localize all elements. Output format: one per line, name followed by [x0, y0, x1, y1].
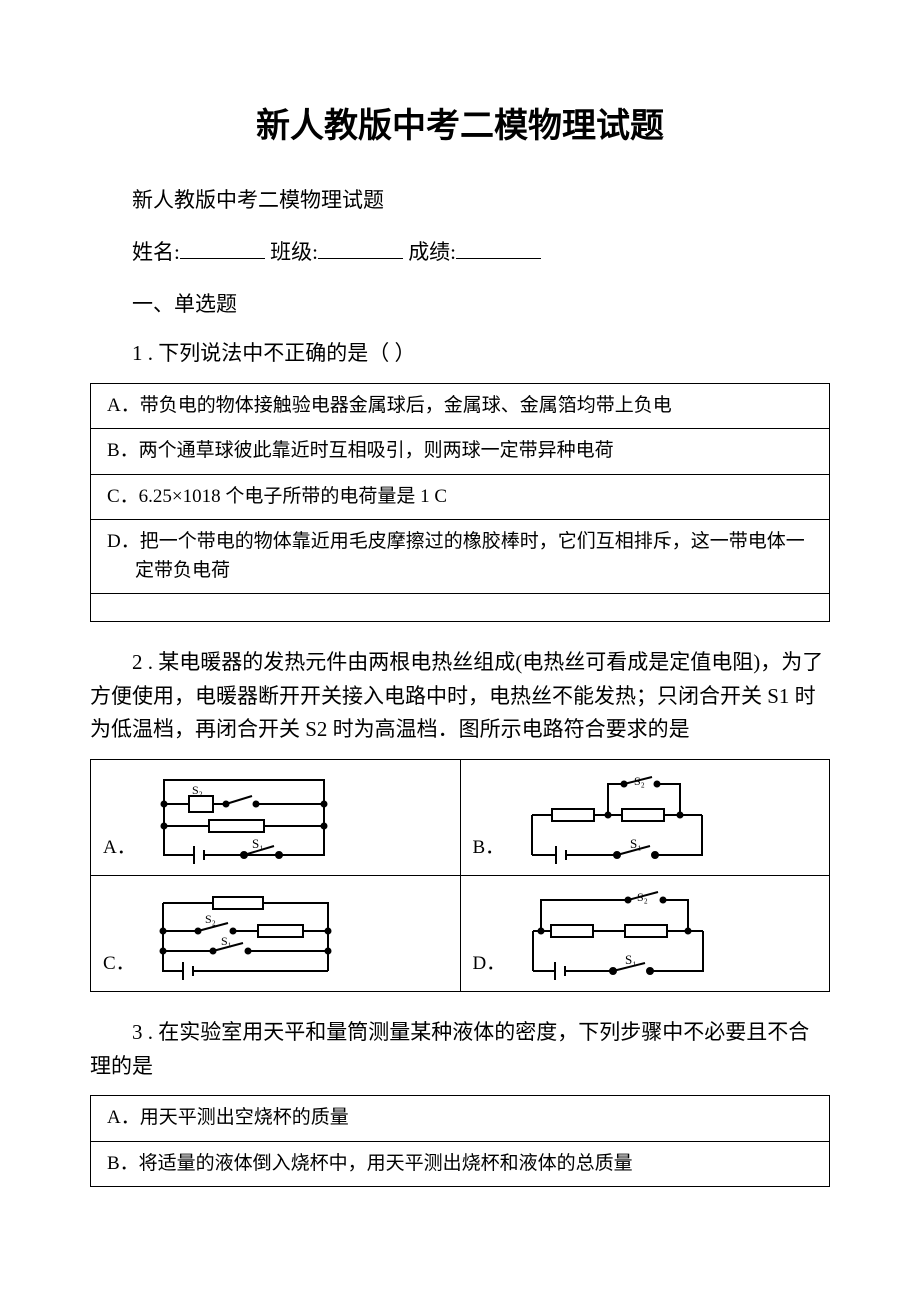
name-blank [180, 238, 265, 259]
q3-stem: 3 . 在实验室用天平和量筒测量某种液体的密度，下列步骤中不必要且不合理的是 [90, 1016, 830, 1083]
q3-options: A．用天平测出空烧杯的质量 B．将适量的液体倒入烧杯中，用天平测出烧杯和液体的总… [90, 1095, 830, 1187]
q2-option-d: D． S₁ [460, 876, 830, 992]
subtitle: 新人教版中考二模物理试题 [90, 184, 830, 218]
svg-text:S₂: S₂ [205, 912, 216, 926]
q2-option-c: C． [91, 876, 461, 992]
svg-text:S₁: S₁ [630, 836, 642, 851]
circuit-d-icon: S₁ [513, 886, 817, 981]
q1-options: A．带负电的物体接触验电器金属球后，金属球、金属箔均带上负电 B．两个通草球彼此… [90, 383, 830, 623]
class-blank [318, 238, 403, 259]
score-blank [456, 238, 541, 259]
q2-options: A． [90, 759, 830, 992]
q1-option-d: D．把一个带电的物体靠近用毛皮摩擦过的橡胶棒时，它们互相排斥，这一带电体一定带负… [91, 520, 830, 594]
q1-option-a: A．带负电的物体接触验电器金属球后，金属球、金属箔均带上负电 [91, 383, 830, 429]
page-title: 新人教版中考二模物理试题 [90, 100, 830, 154]
svg-text:S₂: S₂ [634, 774, 645, 788]
section-label: 一、单选题 [90, 288, 830, 322]
q2-label-d: D． [473, 949, 506, 981]
svg-text:S₂: S₂ [192, 783, 203, 797]
name-label: 姓名: [132, 240, 180, 264]
svg-text:S₂: S₂ [637, 890, 648, 904]
q1-stem: 1 . 下列说法中不正确的是（ ） [90, 337, 830, 371]
circuit-a-icon: S₂ [144, 770, 448, 865]
svg-text:S₁: S₁ [252, 836, 264, 851]
q3-option-a: A．用天平测出空烧杯的质量 [91, 1096, 830, 1142]
q2-label-b: B． [473, 833, 505, 865]
q3-option-b: B．将适量的液体倒入烧杯中，用天平测出烧杯和液体的总质量 [91, 1141, 830, 1187]
class-label: 班级: [270, 240, 318, 264]
circuit-b-icon: S₁ [512, 770, 817, 865]
circuit-c-icon: S₂ S₁ [143, 891, 448, 981]
q2-label-a: A． [103, 833, 136, 865]
q2-option-a: A． [91, 760, 461, 876]
q2-stem: 2 . 某电暖器的发热元件由两根电热丝组成(电热丝可看成是定值电阻)，为了方便使… [90, 646, 830, 747]
q2-option-b: B． [460, 760, 830, 876]
q1-empty [91, 594, 830, 622]
q1-option-c: C．6.25×1018 个电子所带的电荷量是 1 C [91, 474, 830, 520]
svg-text:S₁: S₁ [221, 934, 232, 948]
q1-option-b: B．两个通草球彼此靠近时互相吸引，则两球一定带异种电荷 [91, 429, 830, 475]
svg-text:S₁: S₁ [625, 952, 637, 967]
q2-label-c: C． [103, 949, 135, 981]
score-label: 成绩: [408, 240, 456, 264]
meta-line: 姓名: 班级: 成绩: [90, 236, 830, 270]
